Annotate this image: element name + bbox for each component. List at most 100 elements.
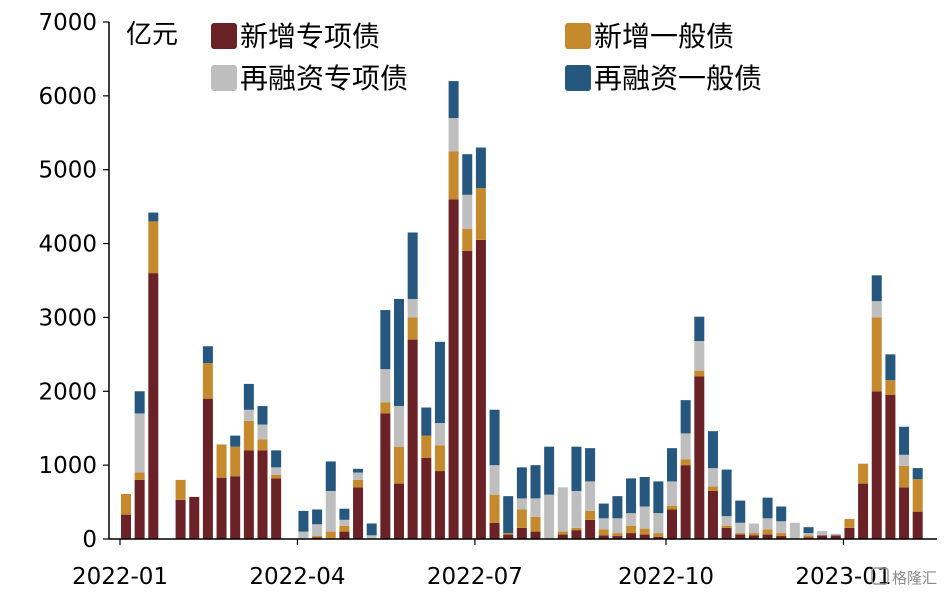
bar-segment-s3-43	[707, 431, 718, 469]
watermark-logo-icon	[871, 567, 889, 585]
bar-segment-s1-17	[353, 479, 364, 488]
bar-segment-s0-48	[776, 536, 787, 539]
bar-segment-s3-41	[680, 400, 691, 434]
bar-segment-s1-54	[858, 463, 869, 484]
bar-segment-s2-19	[380, 369, 391, 403]
y-unit-label: 亿元	[126, 20, 178, 50]
bar-segment-s3-33	[571, 446, 582, 491]
bar-segment-s2-55	[871, 301, 882, 318]
bar-segment-s1-46	[748, 533, 759, 536]
bar-segment-s0-22	[421, 457, 432, 539]
bar-segment-s0-24	[448, 199, 459, 539]
bar-segment-s3-21	[407, 232, 418, 299]
bar-segment-s3-11	[271, 450, 282, 468]
bar-segment-s2-40	[667, 481, 677, 506]
bar-segment-s0-38	[639, 534, 650, 539]
bar-segment-s3-13	[298, 510, 309, 532]
bar-segment-s1-6	[202, 363, 213, 399]
bar-segment-s3-27	[489, 409, 500, 466]
bar-segment-s0-30	[530, 531, 541, 539]
bar-segment-s3-50	[803, 527, 814, 534]
bar-segment-s3-8	[230, 435, 241, 447]
bar-segment-s1-38	[639, 528, 650, 535]
bar-segment-s0-55	[871, 391, 882, 539]
bar-segment-s1-2	[148, 221, 159, 274]
bar-segment-s0-25	[462, 250, 473, 539]
bar-segment-s1-15	[325, 531, 336, 539]
bar-segment-s1-22	[421, 435, 432, 458]
bar-segment-s2-31	[544, 494, 555, 539]
bar-segment-s0-9	[243, 450, 254, 539]
bar-segment-s0-58	[912, 511, 923, 539]
bar-segment-s2-42	[694, 341, 705, 371]
bar-segment-s0-4	[175, 499, 186, 539]
bar-segment-s3-22	[421, 407, 432, 436]
bar-segment-s2-34	[585, 481, 596, 511]
bar-segment-s1-34	[585, 510, 596, 520]
bar-segment-s2-14	[312, 524, 323, 537]
bar-segment-s0-42	[694, 376, 705, 539]
y-tick-label: 2000	[38, 379, 97, 405]
bar-segment-s2-21	[407, 298, 418, 318]
bar-segment-s1-48	[776, 533, 787, 537]
bar-segment-s3-30	[530, 465, 541, 499]
bar-segment-s2-24	[448, 118, 459, 152]
bar-segment-s2-13	[298, 531, 309, 539]
bar-segment-s1-45	[735, 533, 746, 535]
legend-swatch-3	[565, 65, 591, 91]
x-tick-label: 2022-10	[618, 564, 714, 590]
bar-segment-s3-39	[653, 481, 664, 514]
bar-segment-s3-42	[694, 316, 705, 342]
x-tick-label: 2022-01	[72, 564, 168, 590]
bar-segment-s2-45	[735, 522, 746, 534]
bar-segment-s2-20	[394, 406, 404, 447]
bar-segment-s3-10	[257, 406, 268, 425]
bar-segment-s2-50	[803, 533, 814, 536]
bar-segment-s2-43	[707, 468, 718, 487]
bar-segment-s0-29	[516, 527, 527, 539]
bar-segment-s0-33	[571, 530, 582, 539]
x-tick-label: 2022-04	[249, 564, 345, 590]
bar-segment-s3-28	[503, 496, 514, 534]
bar-segment-s3-57	[899, 426, 910, 455]
bar-segment-s3-23	[434, 341, 445, 424]
legend-swatch-1	[565, 23, 591, 49]
bar-segment-s3-58	[912, 468, 923, 480]
bar-segment-s1-30	[530, 516, 541, 532]
bar-segment-s0-36	[612, 536, 623, 539]
bar-segment-s1-43	[707, 486, 718, 491]
bar-segment-s1-41	[680, 459, 691, 466]
bar-segment-s1-23	[434, 445, 445, 472]
bar-segment-s3-31	[544, 446, 555, 495]
bar-segment-s3-55	[871, 275, 882, 302]
bar-segment-s3-48	[776, 506, 787, 522]
bar-segment-s2-57	[899, 454, 910, 466]
bar-segment-s0-7	[216, 477, 227, 539]
bar-segment-s1-47	[762, 529, 773, 535]
bar-segment-s3-24	[448, 81, 459, 119]
bar-segment-s1-35	[598, 529, 609, 536]
bar-segment-s1-14	[312, 536, 323, 538]
bar-segment-s1-56	[885, 380, 896, 395]
bar-segment-s1-55	[871, 317, 882, 392]
bar-segment-s3-26	[475, 147, 486, 189]
bar-segment-s0-32	[557, 534, 568, 539]
bar-segment-s3-1	[134, 391, 145, 414]
bar-segment-s3-56	[885, 354, 896, 381]
bar-segment-s0-52	[830, 535, 841, 539]
bar-segment-s0-6	[202, 398, 213, 539]
bar-segment-s1-7	[216, 444, 227, 478]
bar-segment-s0-21	[407, 339, 418, 539]
bar-segment-s2-25	[462, 194, 473, 229]
bar-segment-s2-10	[257, 424, 268, 440]
bar-segment-s0-5	[189, 496, 200, 539]
bar-segment-s3-15	[325, 461, 336, 491]
bar-segment-s1-16	[339, 525, 350, 532]
bar-segment-s2-39	[653, 513, 664, 534]
bar-segment-s0-41	[680, 465, 691, 539]
bar-segment-s3-45	[735, 500, 746, 523]
bar-segment-s0-47	[762, 534, 773, 539]
y-tick-label: 0	[82, 527, 97, 553]
bar-segment-s0-43	[707, 490, 718, 539]
